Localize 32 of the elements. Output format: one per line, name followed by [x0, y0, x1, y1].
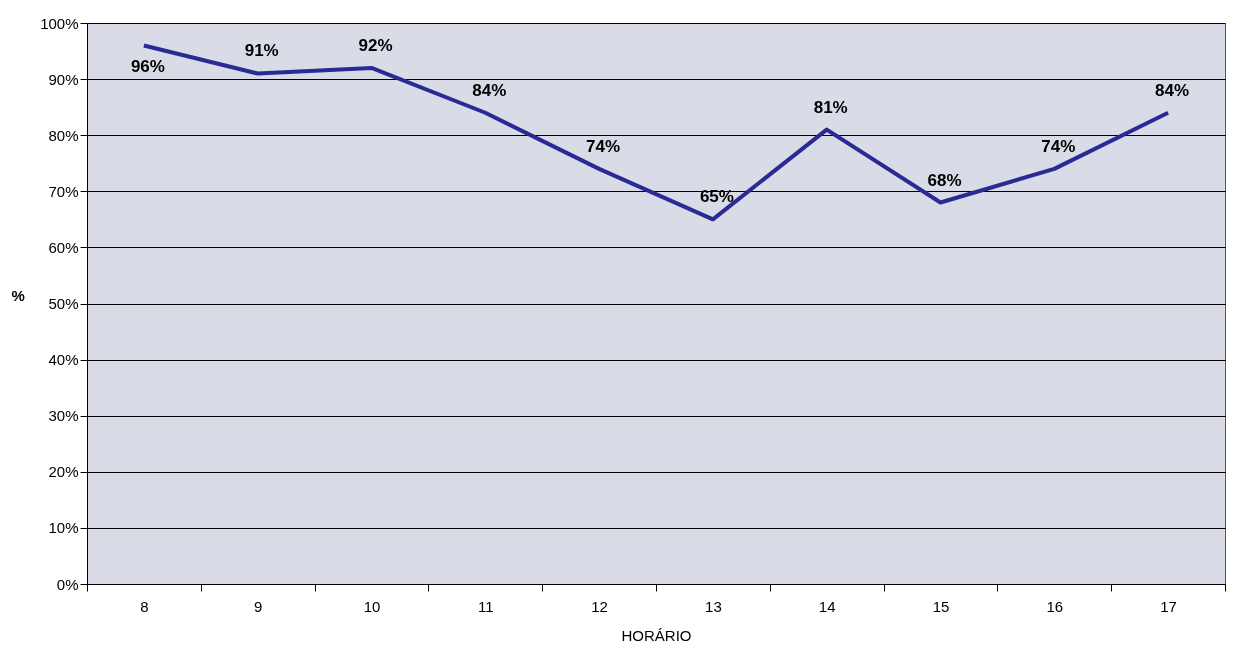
- x-tick-label: 8: [140, 597, 149, 615]
- x-tick-label: 17: [1160, 597, 1177, 615]
- y-tick-label: 0%: [56, 575, 79, 593]
- y-tick-label: 70%: [48, 182, 79, 200]
- data-label: 91%: [244, 41, 279, 61]
- x-axis-title: HORÁRIO: [621, 626, 692, 644]
- y-tick-label: 30%: [48, 407, 79, 425]
- data-label: 81%: [813, 97, 848, 117]
- y-tick-label: 50%: [48, 295, 79, 312]
- x-tick-label: 16: [1046, 597, 1064, 615]
- y-tick-label: 60%: [48, 238, 79, 256]
- x-tick-label: 14: [818, 597, 836, 615]
- y-tick-label: 100%: [40, 14, 79, 32]
- y-axis-title: %: [11, 287, 25, 304]
- data-label: 84%: [1155, 80, 1190, 100]
- x-tick-label: 9: [254, 597, 263, 615]
- y-tick-label: 80%: [48, 126, 79, 144]
- data-label: 96%: [130, 57, 165, 77]
- data-label: 74%: [586, 136, 621, 156]
- data-label: 84%: [472, 80, 507, 100]
- y-tick-label: 90%: [48, 70, 79, 88]
- y-tick-label: 40%: [48, 351, 79, 369]
- y-tick-label: 20%: [48, 463, 79, 481]
- data-label: 68%: [927, 170, 962, 190]
- x-tick-label: 10: [363, 597, 381, 615]
- x-tick-label: 11: [478, 597, 494, 615]
- y-tick-label: 10%: [48, 519, 79, 537]
- x-tick-label: 13: [705, 597, 722, 615]
- data-label: 74%: [1041, 136, 1076, 156]
- data-label: 92%: [358, 35, 393, 55]
- x-tick-label: 15: [932, 597, 950, 615]
- x-tick-label: 12: [591, 597, 608, 615]
